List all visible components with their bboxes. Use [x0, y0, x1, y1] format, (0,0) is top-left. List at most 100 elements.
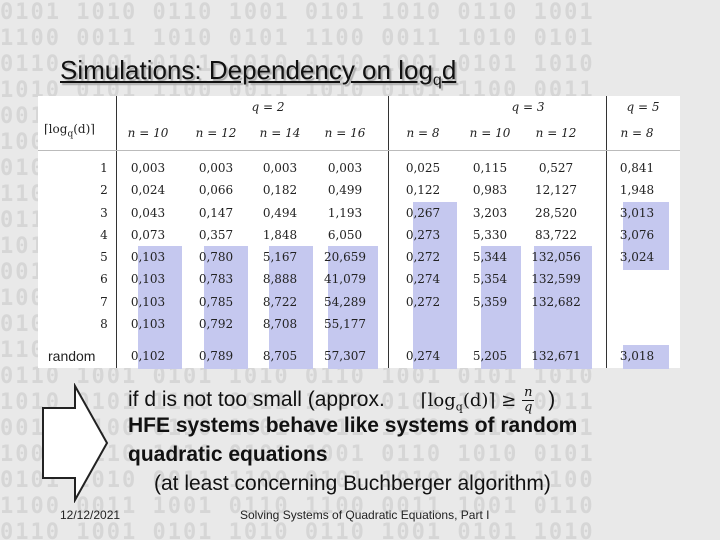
header-rule	[38, 150, 680, 151]
table-cell: 0,274	[405, 272, 441, 286]
table-cell: 55,177	[324, 317, 366, 331]
table-cell: 57,307	[324, 349, 366, 363]
q-group-header: q = 3	[511, 100, 545, 114]
column-header: n = 16	[324, 126, 366, 140]
highlight-bar	[623, 345, 669, 369]
table-cell: 1,848	[262, 228, 298, 242]
row-label: 1	[100, 161, 108, 175]
implication-arrow-icon	[40, 382, 110, 508]
table-cell: 5,344	[472, 250, 508, 264]
table-cell: 0,003	[198, 161, 234, 175]
table-cell: 132,056	[531, 250, 581, 264]
column-header: n = 8	[620, 126, 654, 140]
table-cell: 0,272	[405, 250, 441, 264]
column-header: n = 10	[469, 126, 511, 140]
table-cell: 8,722	[262, 295, 298, 309]
table-cell: 0,073	[130, 228, 166, 242]
table-cell: 0,792	[198, 317, 234, 331]
table-cell: 5,205	[472, 349, 508, 363]
corner-header: ⌈logq(d)⌉	[44, 122, 95, 140]
table-cell: 0,115	[472, 161, 508, 175]
table-cell: 6,050	[327, 228, 363, 242]
conclusion-line-1: HFE systems behave like systems of rando…	[128, 414, 578, 437]
column-header: n = 8	[406, 126, 440, 140]
row-label: 6	[100, 272, 108, 286]
table-cell: 0,003	[327, 161, 363, 175]
title-subscript: q	[432, 72, 442, 90]
table-cell: 0,102	[130, 349, 166, 363]
table-cell: 0,273	[405, 228, 441, 242]
table-cell: 0,499	[327, 183, 363, 197]
column-separator	[606, 96, 607, 368]
table-cell: 5,330	[472, 228, 508, 242]
slide-title: Simulations: Dependency on logqd	[60, 55, 456, 90]
highlight-bar	[269, 246, 313, 369]
highlight-bar	[413, 202, 457, 369]
footer-caption: Solving Systems of Quadratic Equations, …	[240, 508, 490, 522]
table-cell: 12,127	[535, 183, 577, 197]
highlight-bar	[328, 246, 378, 369]
table-cell: 0,494	[262, 206, 298, 220]
row-label: 2	[100, 183, 108, 197]
table-cell: 0,357	[198, 228, 234, 242]
random-row-label: random	[48, 348, 96, 364]
close-paren: )	[548, 388, 556, 412]
highlight-bar	[623, 202, 669, 270]
table-cell: 5,167	[262, 250, 298, 264]
condition-text: if d is not too small (approx.	[128, 388, 385, 412]
table-cell: 8,705	[262, 349, 298, 363]
table-cell: 0,103	[130, 317, 166, 331]
table-cell: 0,025	[405, 161, 441, 175]
table-cell: 3,203	[472, 206, 508, 220]
table-cell: 0,783	[198, 272, 234, 286]
table-cell: 0,122	[405, 183, 441, 197]
table-cell: 0,003	[262, 161, 298, 175]
table-cell: 8,708	[262, 317, 298, 331]
highlight-bar	[481, 246, 521, 369]
column-header: n = 12	[195, 126, 237, 140]
table-cell: 0,785	[198, 295, 234, 309]
row-label: 8	[100, 317, 108, 331]
table-cell: 0,043	[130, 206, 166, 220]
table-cell: 3,018	[619, 349, 655, 363]
highlight-bar	[534, 246, 592, 369]
table-cell: 28,520	[535, 206, 577, 220]
title-text: Simulations: Dependency on log	[60, 55, 433, 85]
table-cell: 0,003	[130, 161, 166, 175]
column-header: n = 14	[259, 126, 301, 140]
table-cell: 1,193	[327, 206, 363, 220]
table-cell: 5,354	[472, 272, 508, 286]
table-cell: 0,103	[130, 272, 166, 286]
table-cell: 5,359	[472, 295, 508, 309]
footer-date: 12/12/2021	[60, 508, 121, 522]
results-table: ⌈logq(d)⌉ random q = 2 q = 3 q = 5 n = 10 n …	[38, 96, 680, 369]
table-cell: 0,983	[472, 183, 508, 197]
table-cell: 0,103	[130, 295, 166, 309]
table-cell: 132,682	[531, 295, 581, 309]
note-line: (at least concerning Buchberger algorith…	[154, 472, 551, 495]
table-cell: 0,103	[130, 250, 166, 264]
column-separator	[116, 96, 117, 368]
table-cell: 0,272	[405, 295, 441, 309]
q-group-header: q = 2	[251, 100, 285, 114]
table-cell: 8,888	[262, 272, 298, 286]
table-cell: 132,671	[531, 349, 581, 363]
row-label: 5	[100, 250, 108, 264]
table-cell: 1,948	[619, 183, 655, 197]
table-cell: 20,659	[324, 250, 366, 264]
row-label: 7	[100, 295, 108, 309]
table-cell: 41,079	[324, 272, 366, 286]
conclusion-line-2: quadratic equations	[128, 443, 328, 466]
highlight-bar	[204, 246, 248, 369]
table-cell: 0,841	[619, 161, 655, 175]
title-tail: d	[441, 55, 457, 85]
column-separator	[388, 96, 389, 368]
row-label: 4	[100, 228, 108, 242]
table-cell: 132,599	[531, 272, 581, 286]
q-group-header: q = 5	[626, 100, 660, 114]
table-cell: 0,024	[130, 183, 166, 197]
highlight-bar	[138, 246, 182, 369]
column-header: n = 12	[535, 126, 577, 140]
condition-formula: ⌈logq(d)⌉ ≥	[420, 390, 517, 414]
